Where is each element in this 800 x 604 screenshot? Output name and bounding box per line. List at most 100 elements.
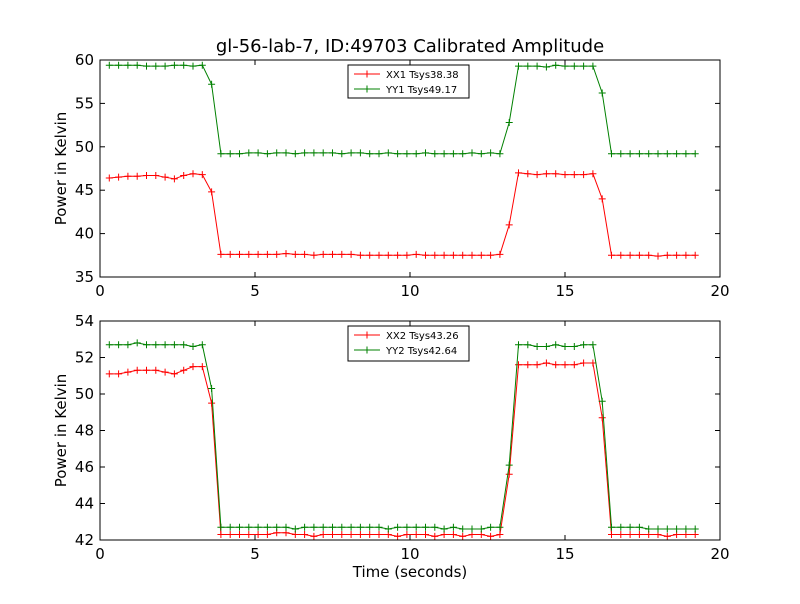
data-point xyxy=(310,149,318,157)
y-tick-label: 46 xyxy=(75,458,94,476)
data-point xyxy=(561,171,569,179)
x-tick-label: 5 xyxy=(250,282,260,300)
data-point xyxy=(598,195,606,203)
data-point xyxy=(570,343,578,351)
data-point xyxy=(608,523,615,531)
x-tick-label: 5 xyxy=(250,545,260,563)
data-point xyxy=(338,523,346,531)
data-point xyxy=(403,251,411,259)
data-point xyxy=(533,343,541,351)
data-point xyxy=(124,172,132,180)
data-point xyxy=(384,149,392,157)
data-point xyxy=(654,150,662,158)
data-point xyxy=(347,250,355,258)
data-point xyxy=(115,341,123,349)
data-point xyxy=(133,61,141,69)
legend-label: XX1 Tsys38.38 xyxy=(386,70,459,81)
data-point xyxy=(542,359,550,367)
data-point xyxy=(524,62,532,70)
data-point xyxy=(449,150,457,158)
data-point xyxy=(189,170,197,178)
data-point xyxy=(329,523,336,531)
data-point xyxy=(524,361,532,369)
data-point xyxy=(105,61,113,69)
top-plot: 0 5 10 15 20 35 40 45 50 55 60 Power in Kelvin XX1 T… xyxy=(52,51,730,300)
data-point xyxy=(217,531,225,539)
data-point xyxy=(635,251,643,259)
y-tick-label: 45 xyxy=(75,181,94,199)
data-point xyxy=(236,250,243,258)
data-point xyxy=(673,150,681,158)
x-tick-label: 15 xyxy=(555,545,574,563)
y-axis-label: Power in Kelvin xyxy=(52,374,70,488)
data-point xyxy=(412,250,420,258)
x-tick-label: 0 xyxy=(95,545,105,563)
legend-box xyxy=(347,325,470,362)
data-point xyxy=(524,341,532,349)
series-line xyxy=(109,342,696,530)
data-point xyxy=(152,171,160,179)
y-tick-label: 55 xyxy=(75,94,94,112)
data-point xyxy=(440,251,448,259)
data-point xyxy=(496,150,504,158)
data-point xyxy=(133,339,141,347)
data-point xyxy=(338,531,346,539)
data-point xyxy=(291,150,299,158)
data-point xyxy=(570,62,578,70)
data-point xyxy=(384,251,392,259)
data-point xyxy=(580,359,588,367)
data-point xyxy=(347,149,355,157)
data-point xyxy=(161,341,169,349)
data-point xyxy=(226,523,234,531)
data-point xyxy=(143,171,150,179)
data-point xyxy=(291,250,299,258)
data-point xyxy=(487,251,495,259)
data-point xyxy=(189,62,197,70)
data-point xyxy=(133,366,141,374)
data-point xyxy=(515,341,522,349)
data-point xyxy=(115,173,123,181)
data-point xyxy=(356,523,364,531)
series-line xyxy=(109,362,696,537)
data-point xyxy=(542,63,550,71)
y-tick-label: 35 xyxy=(75,268,94,286)
data-point xyxy=(459,150,467,158)
data-point xyxy=(552,341,560,349)
data-point xyxy=(254,523,262,531)
data-point xyxy=(515,169,522,177)
data-point xyxy=(319,250,327,258)
data-point xyxy=(124,61,132,69)
data-point xyxy=(338,250,346,258)
data-point xyxy=(477,150,485,158)
data-point xyxy=(263,150,271,158)
data-point xyxy=(496,523,504,531)
data-point xyxy=(589,359,597,367)
data-point xyxy=(236,523,243,531)
data-point xyxy=(143,366,150,374)
data-point xyxy=(329,531,336,539)
data-point xyxy=(654,252,662,260)
data-point xyxy=(263,523,271,531)
data-point xyxy=(673,525,681,533)
data-point xyxy=(449,531,457,539)
data-point xyxy=(198,341,206,349)
legend-swatch-marker xyxy=(363,331,371,339)
data-point xyxy=(152,341,160,349)
data-point xyxy=(617,251,625,259)
data-point xyxy=(273,250,281,258)
y-tick-label: 44 xyxy=(75,495,94,513)
data-point xyxy=(403,531,411,539)
data-point xyxy=(617,150,625,158)
data-point xyxy=(487,532,495,540)
data-point xyxy=(394,532,402,540)
data-point xyxy=(626,523,634,531)
data-point xyxy=(626,531,634,539)
data-point xyxy=(161,173,169,181)
data-point xyxy=(542,170,550,178)
data-point xyxy=(394,150,402,158)
data-point xyxy=(598,89,606,97)
data-point xyxy=(635,150,643,158)
data-point xyxy=(133,172,141,180)
